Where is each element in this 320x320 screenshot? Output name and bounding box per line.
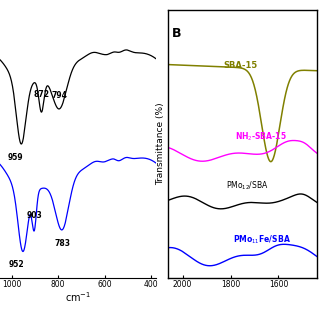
Text: 959: 959	[7, 153, 23, 162]
Text: SBA-15: SBA-15	[223, 61, 258, 70]
Text: 872: 872	[34, 90, 50, 99]
Text: 783: 783	[54, 239, 70, 248]
Text: 952: 952	[8, 260, 24, 269]
Text: PMo$_{11}$Fe/SBA: PMo$_{11}$Fe/SBA	[233, 233, 291, 245]
Text: B: B	[172, 27, 181, 40]
Text: 794: 794	[52, 91, 68, 100]
Text: 903: 903	[26, 211, 42, 220]
X-axis label: cm$^{-1}$: cm$^{-1}$	[65, 290, 91, 304]
Text: PMo$_{12}$/SBA: PMo$_{12}$/SBA	[226, 179, 268, 192]
Y-axis label: Transmittance (%): Transmittance (%)	[156, 103, 165, 185]
Text: NH$_2$-SBA-15: NH$_2$-SBA-15	[235, 131, 287, 143]
